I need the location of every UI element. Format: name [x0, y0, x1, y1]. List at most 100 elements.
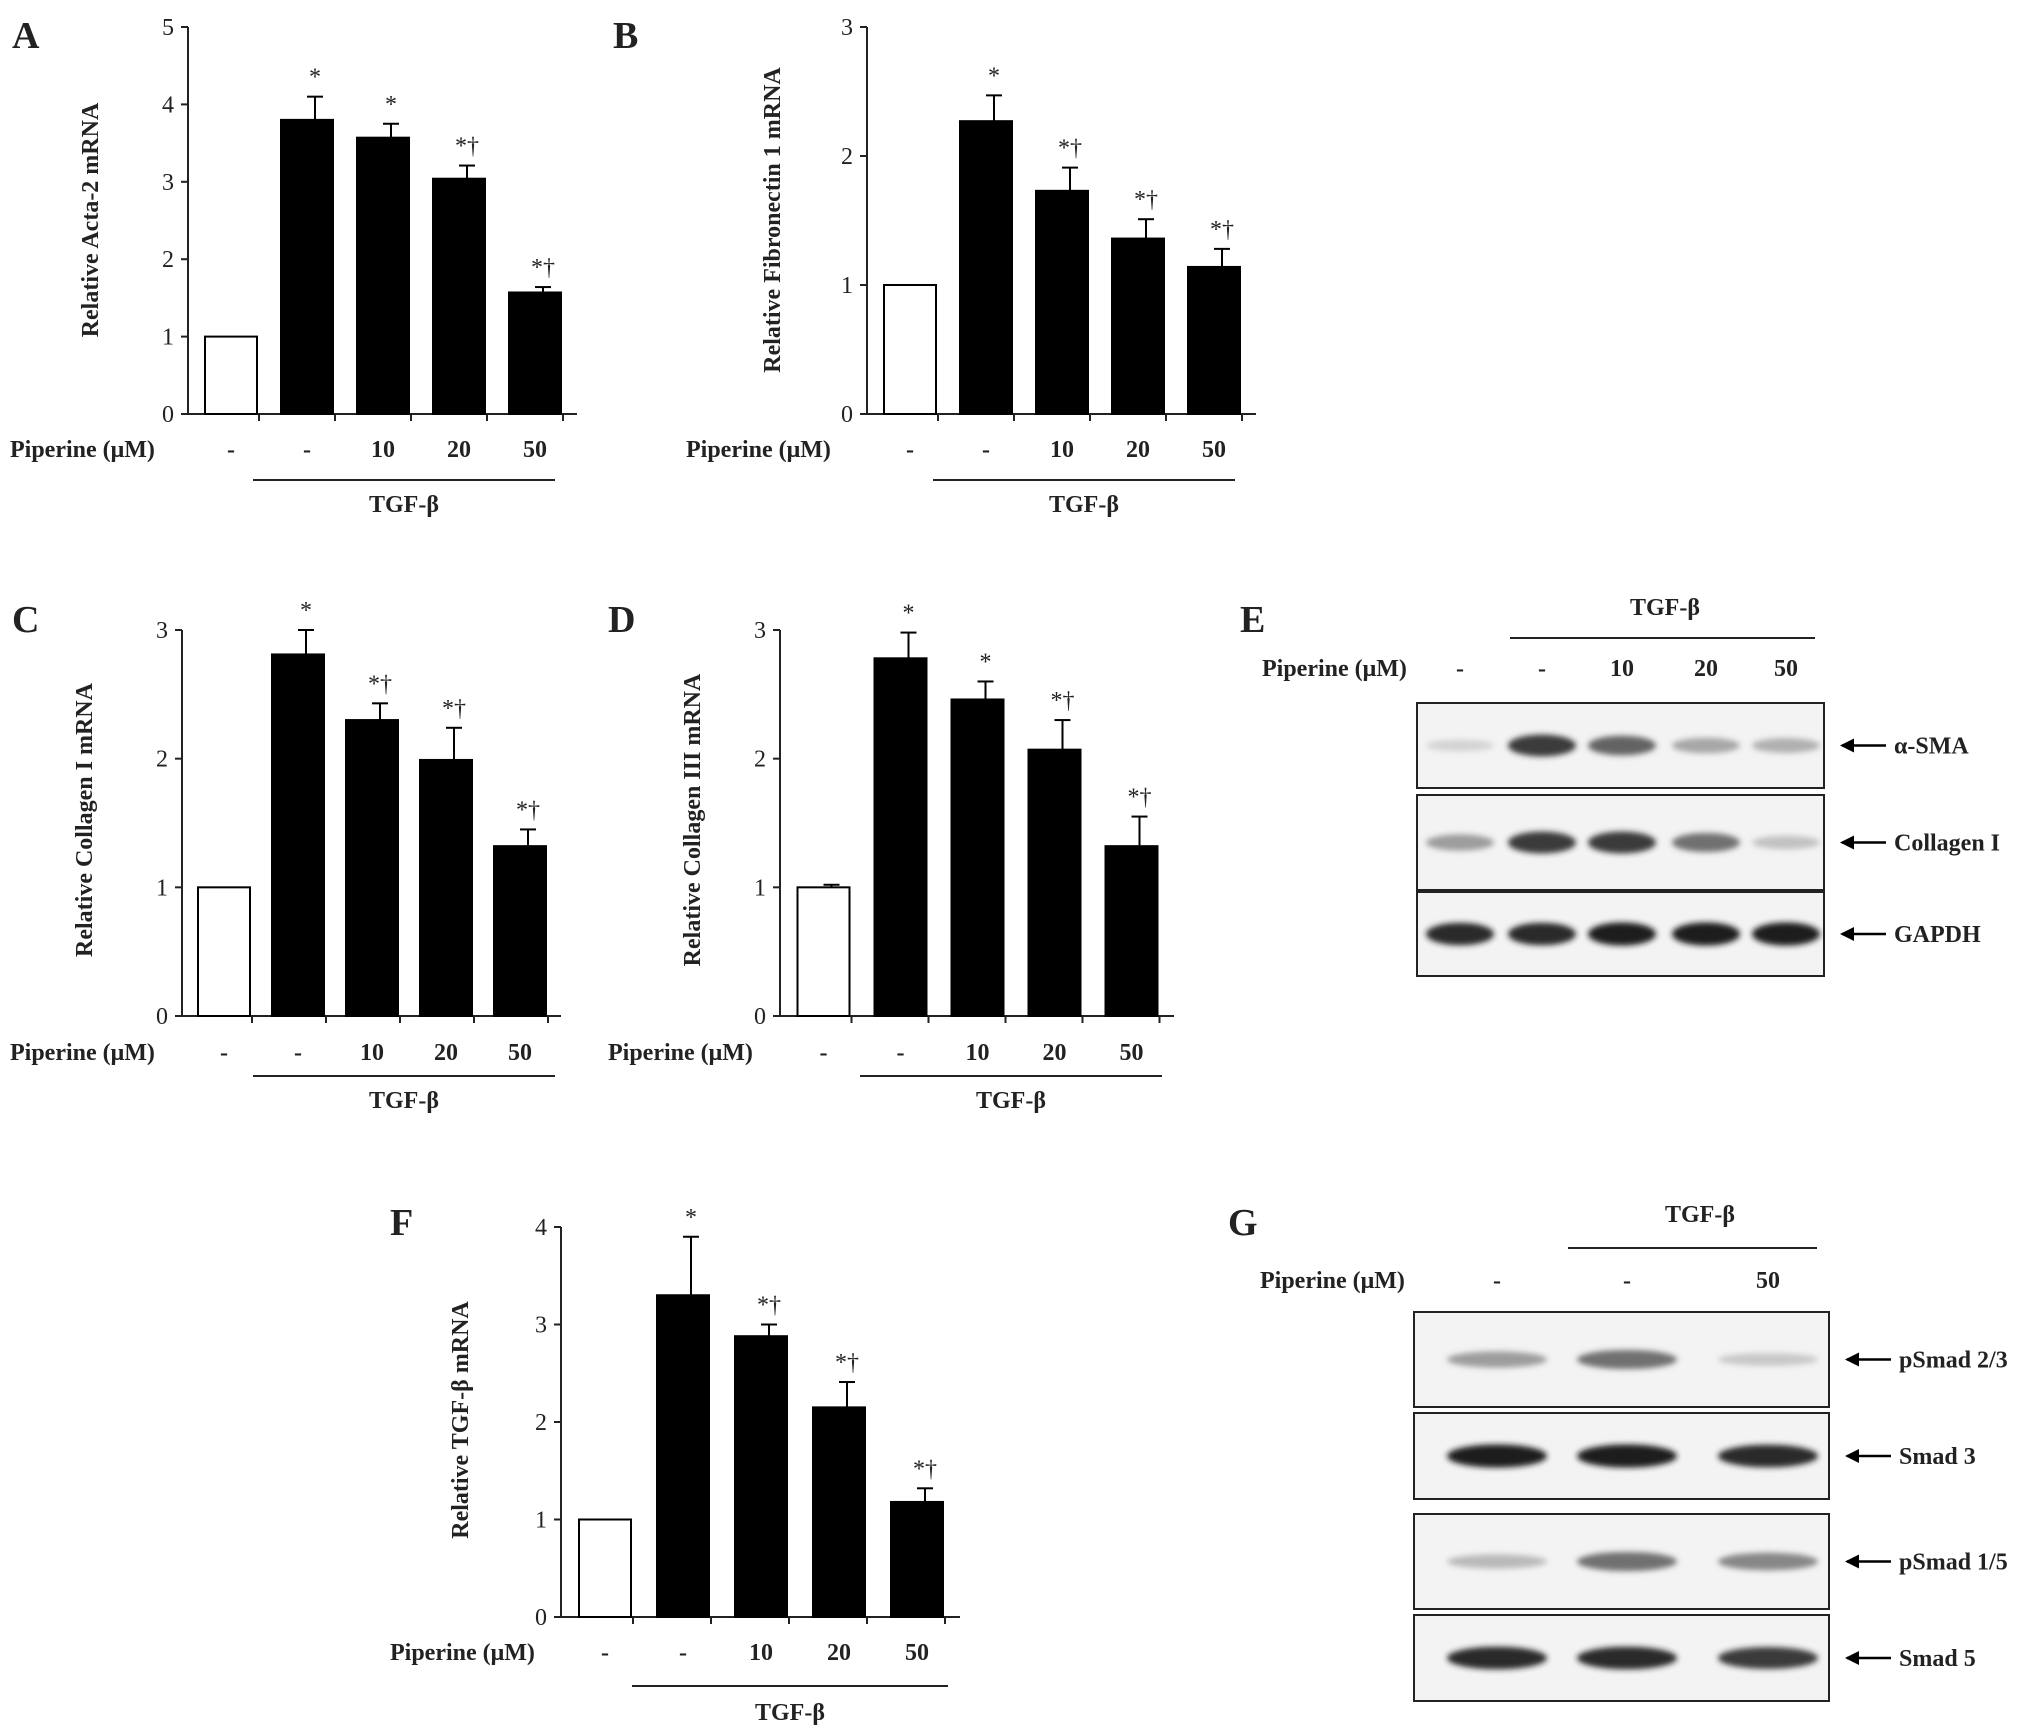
blot-band — [1447, 1444, 1547, 1468]
bar — [656, 1294, 710, 1618]
condition-label: Piperine (μM) — [10, 437, 155, 463]
y-axis-label: Relative TGF-β mRNA — [448, 1301, 474, 1539]
blot-band — [1426, 922, 1494, 946]
category-label: 10 — [360, 1040, 384, 1066]
y-axis-label: Relative Fibronectin 1 mRNA — [760, 67, 786, 373]
significance-mark: *† — [1051, 688, 1075, 714]
y-tick-label: 1 — [754, 875, 766, 901]
category-label: - — [294, 1040, 302, 1066]
y-tick-label: 0 — [754, 1004, 766, 1030]
arrow-head — [1840, 835, 1854, 850]
condition-label: Piperine (μM) — [1260, 1268, 1405, 1294]
blot-band — [1588, 831, 1656, 854]
condition-label: Piperine (μM) — [1262, 656, 1407, 682]
panel-letter: A — [12, 15, 40, 57]
blot-row-label: Smad 5 — [1899, 1646, 1976, 1672]
arrow-head — [1845, 1554, 1859, 1569]
category-label: 20 — [827, 1640, 851, 1666]
blot-panel-E: E TGF-β Piperine (μM) - - 10 20 50 α-SMA Collagen… — [1240, 595, 2000, 977]
lane-label: 50 — [1774, 656, 1798, 682]
y-tick-label: 2 — [156, 747, 168, 773]
blot-band — [1577, 1551, 1677, 1572]
category-label: 10 — [1050, 437, 1074, 463]
condition-label: Piperine (μM) — [10, 1040, 155, 1066]
bar — [950, 698, 1005, 1017]
category-label: - — [220, 1040, 228, 1066]
blot-band — [1577, 1646, 1677, 1670]
category-label: 20 — [1043, 1040, 1067, 1066]
blot-band — [1672, 737, 1740, 754]
lane-label: 50 — [1756, 1268, 1780, 1294]
y-tick-label: 0 — [162, 402, 174, 428]
panel-letter: B — [613, 15, 638, 57]
blot-band — [1752, 738, 1820, 753]
significance-mark: *† — [455, 134, 479, 160]
blot-panel-G: G TGF-β Piperine (μM) - - 50 pSmad 2/3 Smad 3 pS… — [1228, 1202, 2008, 1702]
category-label: - — [679, 1640, 687, 1666]
blot-band — [1752, 835, 1820, 850]
y-tick-label: 2 — [841, 144, 853, 170]
panel-letter: G — [1228, 1202, 1258, 1244]
bar — [890, 1500, 944, 1618]
bar — [812, 1406, 866, 1618]
category-label: 50 — [523, 437, 547, 463]
category-label: 50 — [905, 1640, 929, 1666]
significance-mark: *† — [913, 1456, 937, 1482]
blot-band — [1426, 834, 1494, 851]
blot-row-label: pSmad 1/5 — [1899, 1550, 2008, 1576]
blot-band — [1588, 735, 1656, 756]
significance-mark: * — [903, 601, 915, 627]
lane-label: 10 — [1610, 656, 1634, 682]
chart-panel-B: B 0 1 2 3 - * - *† 10 *† 20 *† 50 Piperine (μM) TGF-β Re… — [613, 15, 1256, 518]
y-tick-label: 1 — [841, 273, 853, 299]
blot-band — [1752, 922, 1820, 946]
blot-band — [1508, 922, 1576, 946]
bar — [578, 1518, 632, 1618]
blot-row-label: GAPDH — [1894, 922, 1981, 948]
y-tick-label: 0 — [841, 402, 853, 428]
blot-layer: E TGF-β Piperine (μM) - - 10 20 50 α-SMA Collagen… — [1228, 595, 2008, 1702]
bar — [796, 886, 851, 1017]
blot-band — [1718, 1353, 1818, 1366]
blot-band — [1718, 1552, 1818, 1571]
blot-band — [1447, 1351, 1547, 1368]
treatment-label: TGF-β — [1665, 1202, 1735, 1228]
bar — [1104, 845, 1159, 1017]
arrow-head — [1845, 1651, 1859, 1665]
y-axis-label: Relative Collagen I mRNA — [72, 682, 98, 957]
blot-row-label: pSmad 2/3 — [1899, 1348, 2008, 1374]
blot-row-label: Smad 3 — [1899, 1444, 1976, 1470]
condition-label: Piperine (μM) — [686, 437, 831, 463]
category-label: 20 — [1126, 437, 1150, 463]
significance-mark: *† — [835, 1350, 859, 1376]
lane-label: - — [1456, 656, 1464, 682]
bar — [959, 120, 1013, 415]
significance-mark: *† — [368, 671, 392, 697]
chart-panel-C: C 0 1 2 3 - * - *† 10 *† 20 *† 50 Piperine (μM) TGF-β Re… — [10, 598, 561, 1114]
bar — [280, 118, 334, 415]
significance-mark: *† — [516, 797, 540, 823]
treatment-label: TGF-β — [1630, 595, 1700, 621]
treatment-label: TGF-β — [976, 1088, 1046, 1114]
y-tick-label: 3 — [535, 1313, 547, 1339]
chart-panel-D: D 0 1 2 3 - * - * 10 *† 20 *† 50 Piperine (μM) TGF-β Rel… — [608, 599, 1174, 1114]
lane-label: 20 — [1694, 656, 1718, 682]
chart-panel-F: F 0 1 2 3 4 - * - *† 10 *† 20 *† 50 Piperine (μM) TGF-β R… — [390, 1202, 960, 1726]
category-label: - — [303, 437, 311, 463]
blot-band — [1577, 1349, 1677, 1370]
bar — [197, 886, 251, 1017]
arrow-head — [1840, 738, 1854, 753]
y-tick-label: 2 — [754, 747, 766, 773]
panel-letter: E — [1240, 599, 1265, 641]
significance-mark: *† — [1058, 136, 1082, 162]
bar — [734, 1335, 788, 1618]
treatment-label: TGF-β — [369, 1088, 439, 1114]
significance-mark: *† — [757, 1293, 781, 1319]
lane-label: - — [1493, 1268, 1501, 1294]
blot-band — [1447, 1554, 1547, 1569]
chart-panel-A: A 0 1 2 3 4 5 - * - * 10 *† 20 *† 50 Piperine (μM) TGF-β R… — [10, 15, 577, 518]
significance-mark: *† — [1210, 217, 1234, 243]
category-label: - — [820, 1040, 828, 1066]
y-axis-label: Relative Collagen III mRNA — [680, 673, 706, 966]
